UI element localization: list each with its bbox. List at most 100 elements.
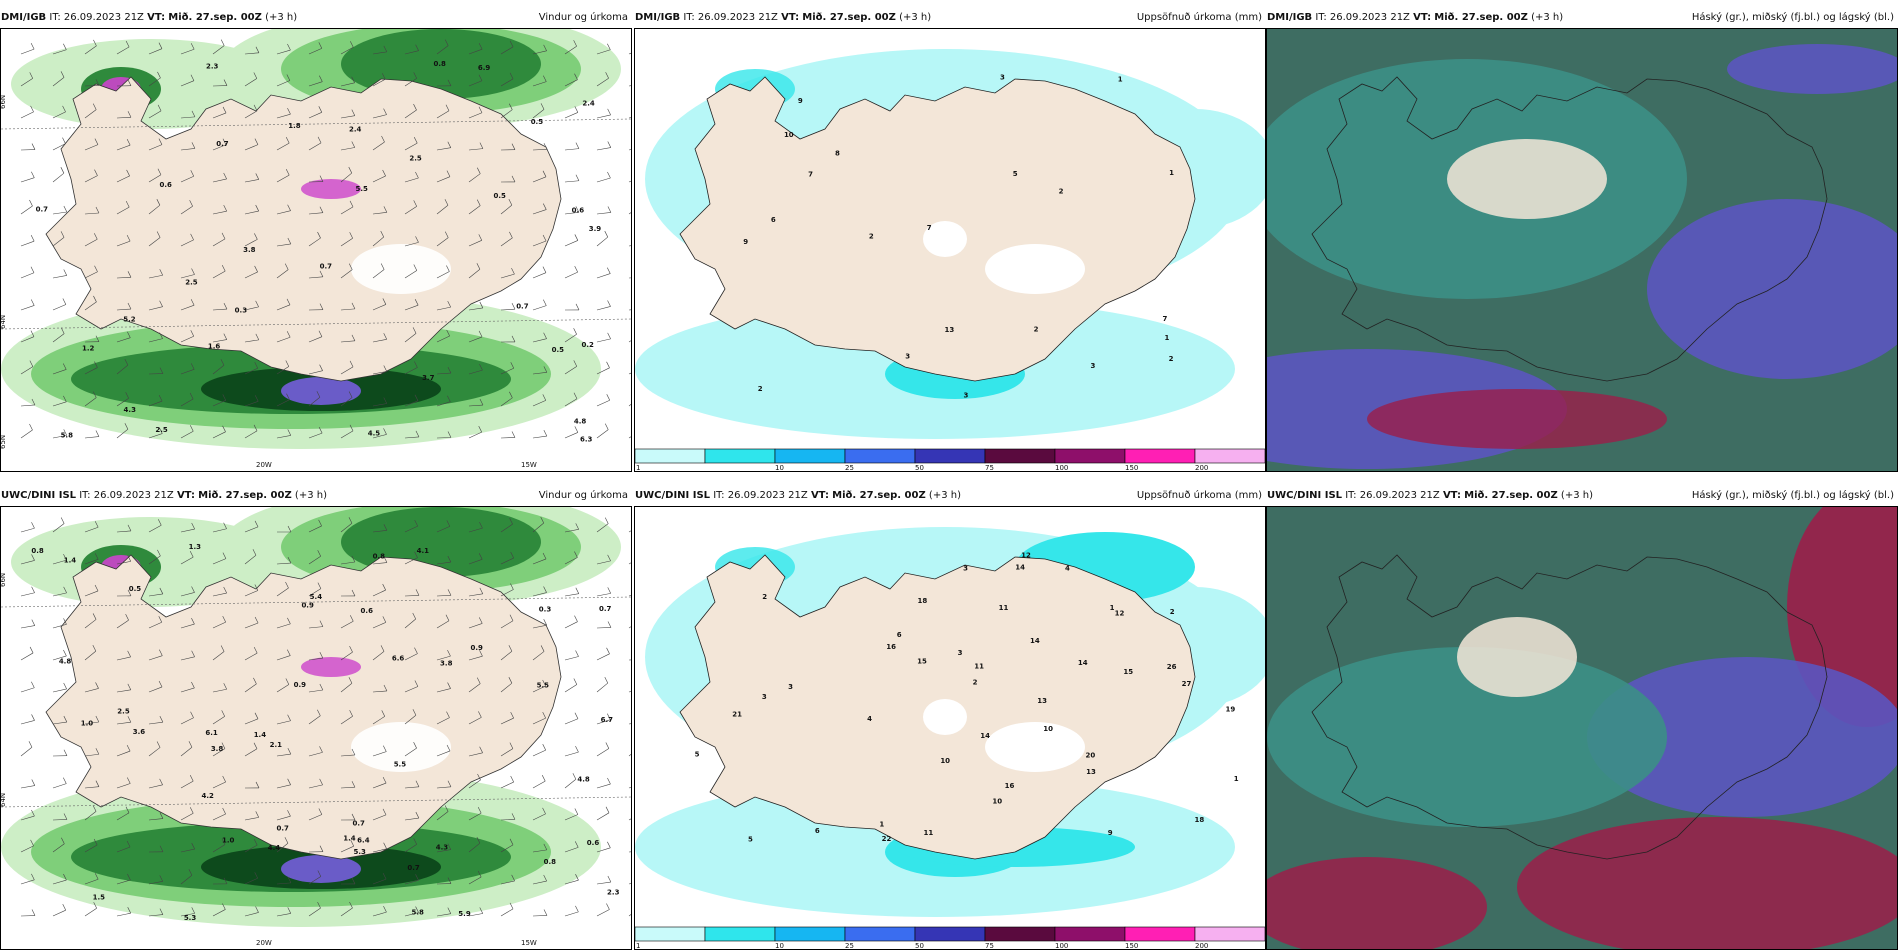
wind-barb-flag [222, 615, 226, 623]
wind-barb [276, 843, 289, 853]
wind-barb-flag [95, 780, 100, 787]
accum-value-label: 11 [923, 829, 933, 837]
wind-barb [52, 909, 66, 917]
wind-barb-flag [189, 807, 194, 814]
wind-barb [52, 111, 66, 119]
wind-barb [180, 274, 195, 279]
wind-barb [180, 812, 194, 821]
precip-value-label: 4.8 [59, 657, 72, 665]
map-frame[interactable]: 2 6 1 3 2 10 8 1 3 5 7 2 2 3 7 7 9 3 13 9 2 1 1 10 25 50 75 100 150 2… [634, 28, 1266, 472]
wind-barb [308, 525, 322, 533]
wind-barb [180, 80, 195, 87]
map-frame[interactable] [1266, 506, 1898, 950]
map-frame[interactable] [1266, 28, 1898, 472]
wind-barb [596, 212, 611, 215]
wind-barb [532, 400, 546, 407]
glacier [351, 722, 451, 772]
accum-value-label: 10 [940, 757, 950, 765]
wind-barb-flag [253, 424, 258, 431]
wind-barb [148, 174, 162, 183]
wind-barb [116, 46, 130, 55]
wind-barb-flag [159, 587, 164, 595]
wind-barb-flag [253, 104, 258, 112]
vt-label: VT: [810, 490, 829, 501]
accum-value-label: 3 [1000, 74, 1005, 82]
wind-barb-flag [349, 200, 354, 207]
wind-barb [20, 720, 35, 725]
accum-value-label: 14 [1078, 659, 1088, 667]
wind-barb [244, 430, 258, 439]
wind-barb-flag [509, 72, 514, 79]
wind-barb-flag [476, 677, 481, 684]
wind-barb [212, 365, 225, 375]
accum-value-label: 19 [1226, 706, 1236, 714]
wind-barb-flag [191, 842, 195, 850]
it-label: IT: [49, 12, 61, 23]
wind-barb-flag [447, 366, 452, 374]
lat-label: 65N [1, 435, 7, 449]
map-frame[interactable]: 0.7 0.6 2.5 3.9 3.8 0.2 0.3 0.8 0.5 0.5 0.6 0.7 0.5 1… [0, 28, 632, 472]
wind-barb [244, 877, 258, 885]
wind-barb-flag [95, 430, 100, 437]
wind-barb-flag [479, 746, 483, 753]
wind-barb-flag [383, 684, 388, 692]
wind-barb-flag [31, 681, 35, 688]
wind-barb [180, 780, 194, 789]
wind-barb [52, 624, 67, 629]
wind-barb-flag [508, 645, 513, 652]
wind-barb-flag [317, 870, 322, 877]
wind-barb [212, 45, 225, 55]
wind-barb [116, 398, 129, 407]
wind-barb-flag [478, 234, 483, 241]
precip-value-label: 3.9 [589, 225, 602, 233]
wind-barb-flag [159, 427, 163, 434]
wind-barb-flag [253, 72, 258, 79]
panel-header: DMI/IGB IT: 26.09.2023 21Z VT: Mið. 27.s… [634, 8, 1266, 28]
wind-barb-flag [254, 584, 259, 591]
wind-barb-flag [319, 778, 323, 786]
map-frame[interactable]: 4 3 2 12 11 10 10 26 20 15 16 19 22 15 14 14 1 1 2 3 1 5 3 2 4 12… [634, 506, 1266, 950]
wind-barb-flag [446, 744, 451, 752]
wind-barb-flag [511, 268, 515, 275]
precip-value-label: 0.6 [572, 207, 585, 215]
wind-barb-flag [285, 581, 289, 589]
it-time: 26.09.2023 21Z [697, 12, 778, 23]
precip-value-label: 0.7 [407, 864, 420, 872]
wind-barb [564, 718, 579, 725]
wind-barb [564, 432, 578, 439]
wind-barb [404, 242, 419, 247]
wind-barb-flag [159, 812, 164, 819]
wind-barb-flag [255, 300, 259, 308]
precip-value-label: 2.5 [155, 426, 168, 434]
accum-value-label: 16 [1005, 782, 1015, 790]
wind-barb-flag [573, 360, 578, 367]
wind-barb [148, 622, 162, 629]
glacier [923, 221, 967, 257]
wind-barb [564, 148, 579, 151]
wind-barb [116, 721, 131, 725]
precip-value-label: 1.8 [288, 122, 301, 130]
wind-barb [20, 272, 35, 279]
precip-value-label: 3.8 [211, 745, 224, 753]
iceland-land [45, 76, 562, 382]
colorbar-segment [984, 926, 1056, 942]
wind-barb-flag [60, 167, 65, 174]
map-frame[interactable]: 0.8 0.6 0.7 0.8 4.3 3.8 5.9 2.3 0.5 0.7 2.5 6.1 4.1 1… [0, 506, 632, 950]
wind-barb [628, 754, 631, 757]
wind-barb [244, 78, 257, 87]
wind-barb [212, 400, 226, 407]
wind-barb-flag [253, 838, 258, 846]
accum-value-label: 18 [1194, 816, 1204, 824]
wind-barb [20, 404, 35, 407]
precip-value-label: 2.4 [582, 99, 595, 107]
wind-barb-flag [350, 41, 354, 48]
wind-barb-flag [287, 108, 291, 115]
wind-barb [20, 366, 34, 375]
wind-barb [340, 715, 353, 725]
wind-barb-flag [543, 332, 547, 339]
wind-barb-flag [349, 901, 353, 909]
wind-barb-flag [351, 76, 355, 83]
wind-barb [244, 748, 258, 757]
wind-barb-flag [191, 650, 195, 657]
wind-barb-flag [158, 42, 163, 49]
